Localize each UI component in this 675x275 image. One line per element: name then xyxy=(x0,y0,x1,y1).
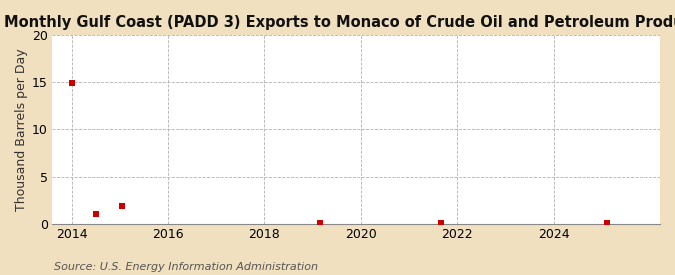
Text: Source: U.S. Energy Information Administration: Source: U.S. Energy Information Administ… xyxy=(54,262,318,272)
Point xyxy=(90,212,101,216)
Point xyxy=(435,221,446,226)
Point xyxy=(66,81,77,85)
Point xyxy=(601,221,612,226)
Y-axis label: Thousand Barrels per Day: Thousand Barrels per Day xyxy=(15,48,28,211)
Point xyxy=(117,204,128,208)
Point xyxy=(315,221,325,226)
Title: Monthly Gulf Coast (PADD 3) Exports to Monaco of Crude Oil and Petroleum Product: Monthly Gulf Coast (PADD 3) Exports to M… xyxy=(4,15,675,30)
